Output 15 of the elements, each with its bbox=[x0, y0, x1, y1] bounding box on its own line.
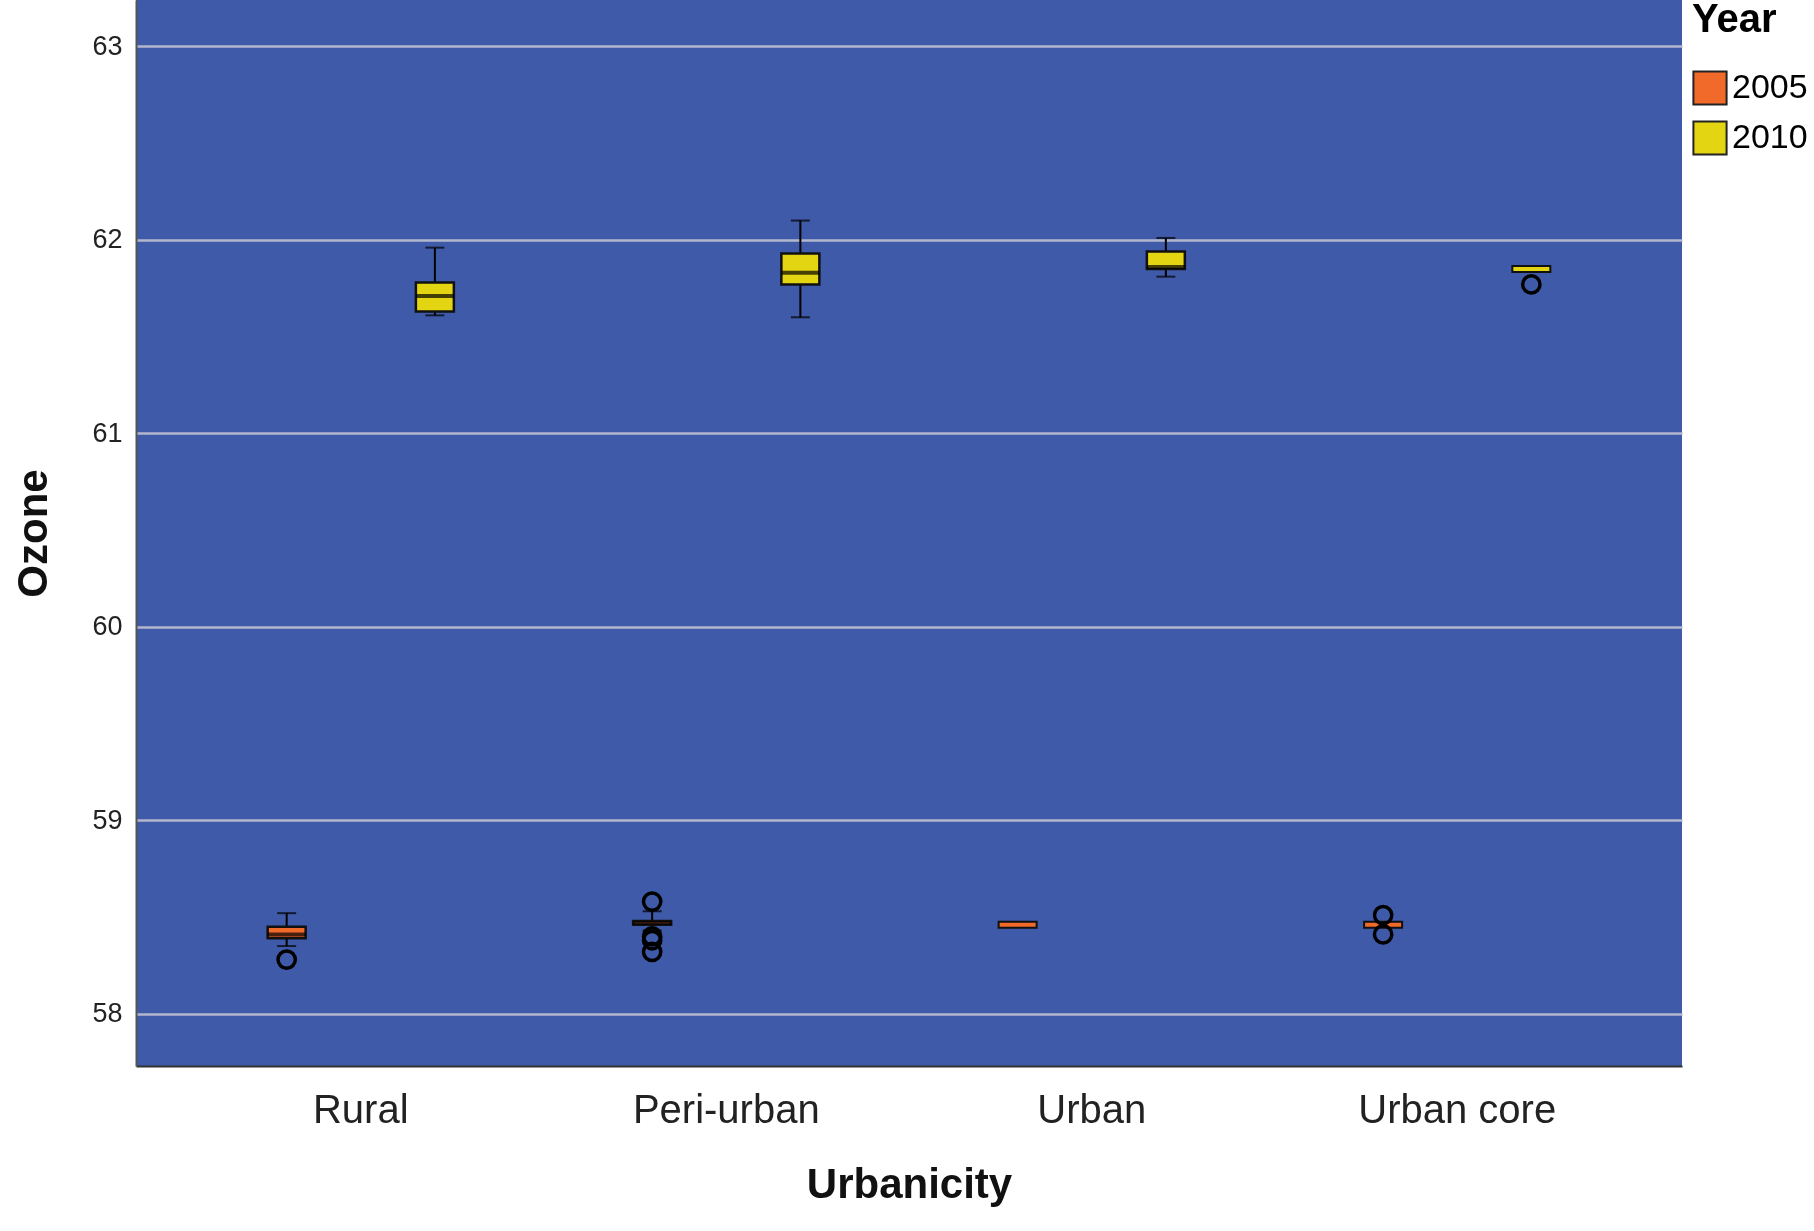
y-axis-title: Ozone bbox=[9, 469, 57, 598]
legend-title: Year bbox=[1692, 0, 1777, 40]
y-tick-label: 59 bbox=[92, 804, 123, 835]
y-tick-label: 60 bbox=[92, 611, 123, 642]
y-tick-label: 62 bbox=[92, 224, 123, 255]
x-tick-label: Rural bbox=[312, 1086, 409, 1131]
x-tick-label: Peri-urban bbox=[632, 1086, 820, 1131]
x-tick-label: Urban bbox=[1037, 1086, 1147, 1131]
x-axis-title: Urbanicity bbox=[806, 1159, 1013, 1207]
y-tick-label: 58 bbox=[92, 998, 123, 1029]
legend-label: 2005 bbox=[1732, 67, 1808, 105]
y-tick-label: 61 bbox=[92, 417, 123, 448]
y-tick-label: 63 bbox=[92, 30, 123, 61]
legend-label: 2010 bbox=[1732, 117, 1808, 155]
x-tick-label: Urban core bbox=[1358, 1086, 1557, 1131]
